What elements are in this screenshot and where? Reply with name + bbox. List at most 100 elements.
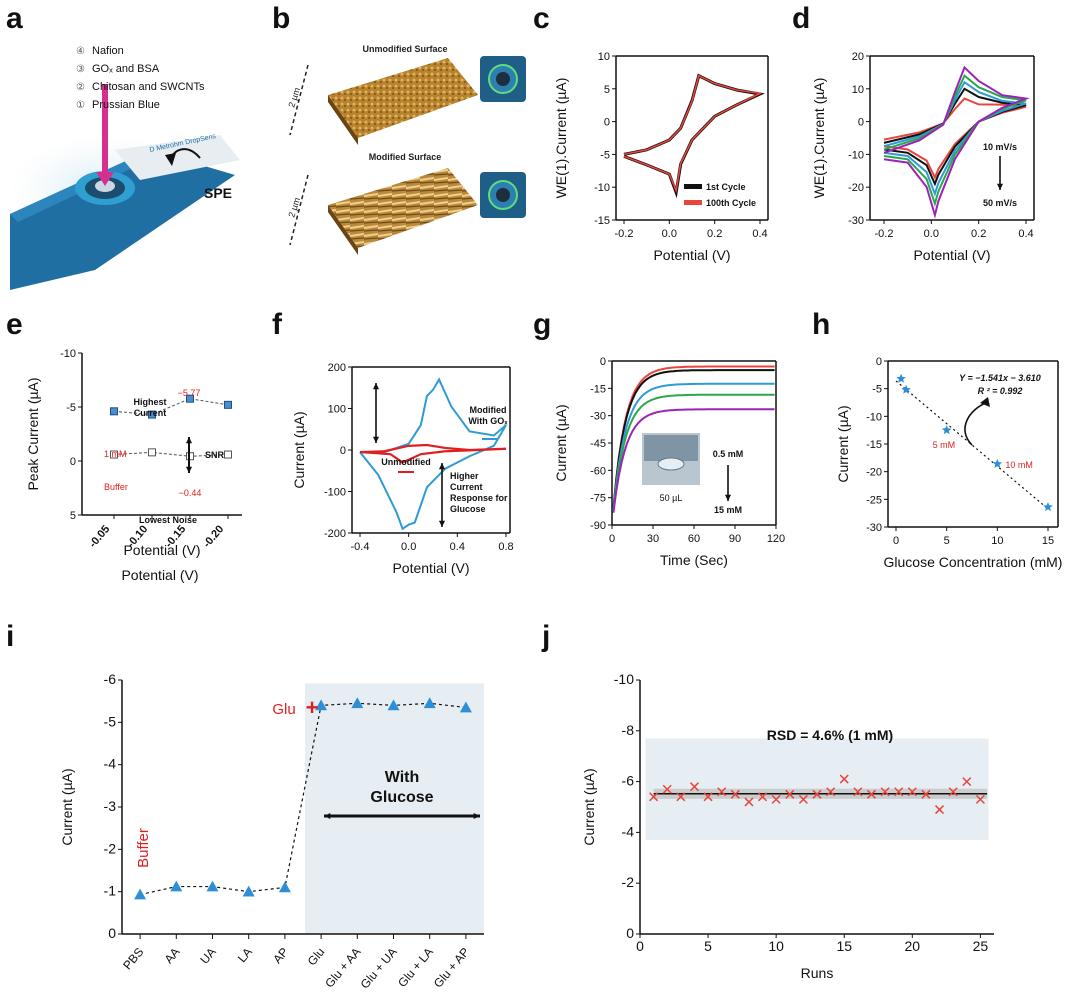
marker-stroke (730, 789, 740, 799)
chart-j: 0 -2 -4 -6 -8 -10 0 5 10 15 20 25 Runs Current (µA) RS… (581, 671, 994, 981)
buffer-label: Buffer (104, 482, 128, 492)
marker-stroke (717, 787, 727, 797)
series-line-2 (113, 451, 229, 457)
y-tick-label: 0 (604, 117, 610, 129)
selectivity-point (134, 888, 147, 900)
concentration-arrow (724, 465, 732, 501)
y-tick-label: -45 (590, 438, 606, 450)
scan-rate-arrow (996, 156, 1004, 190)
layer-legend: ④ Nafion ③ GOₓ and BSA ② Chitosan and SW… (76, 45, 205, 111)
marker-stroke (744, 797, 754, 807)
legend-swatch (684, 200, 702, 205)
y-tick-label: -6 (622, 773, 635, 789)
repeatability-point (703, 792, 713, 802)
linear-fit-line (895, 380, 1049, 510)
unmodified-label: Unmodified (381, 457, 431, 467)
y-tick-label: -15 (594, 215, 610, 227)
glucose-range-arrow (324, 812, 480, 820)
y-axis-title: Current (µA) (553, 404, 569, 481)
y-tick-label: -2 (104, 840, 117, 856)
repeatability-point (866, 789, 876, 799)
repeatability-point (948, 787, 958, 797)
marker-stroke (853, 787, 863, 797)
x-tick-label: AP (270, 945, 291, 966)
x-tick-label: 0 (609, 533, 615, 545)
y-axis-title: WE(1).Current (µA) (553, 78, 569, 199)
marker-stroke (962, 777, 972, 787)
y-tick-label: -10 (866, 411, 882, 423)
x-tick-label: 5 (704, 938, 712, 954)
panel-label-b: b (272, 2, 291, 35)
y-tick-label: -100 (324, 487, 346, 499)
point-label-5mm: 5 mM (933, 440, 956, 450)
cv-scan-rate-1 (883, 97, 1027, 180)
y-tick-label: -30 (848, 215, 864, 227)
highest-current-label: Highest Current (133, 397, 166, 418)
selectivity-point (206, 880, 219, 892)
x-tick-label: 0.0 (401, 541, 416, 553)
y-tick-label: 10 (598, 51, 610, 63)
y-tick-label: -10 (848, 149, 864, 161)
x-tick-label: Glu (305, 945, 328, 968)
repeatability-point (907, 787, 917, 797)
y-tick-label: 10 (852, 84, 864, 96)
legend-entry: 1st Cycle (706, 182, 746, 192)
x-tick-label: -0.4 (351, 541, 370, 553)
rsd-label: RSD = 4.6% (1 mM) (767, 727, 893, 743)
y-tick-label: 5 (604, 84, 610, 96)
y-tick-label: -4 (622, 823, 635, 839)
chronoamperometry-trace-3 (612, 382, 775, 511)
panel-label-e: e (6, 308, 23, 341)
y-axis-title: WE(1).Current (µA) (811, 78, 827, 199)
scan-rate-bottom-label: 50 mV/s (983, 198, 1017, 208)
y-tick-label: -30 (866, 522, 882, 534)
x-tick-label: -0.2 (615, 228, 634, 240)
y-tick-label: 0 (876, 356, 882, 368)
equation-pointer-head (980, 397, 990, 407)
y-tick-label: 0 (70, 456, 76, 468)
glucose-label: Glucose (370, 789, 433, 806)
x-axis-title: Potential (V) (392, 560, 469, 576)
x-tick-label: 0.2 (971, 228, 986, 240)
x-axis-title: Potential (V) (913, 247, 990, 263)
x-tick-label: 0.4 (752, 228, 767, 240)
unmodified-surface-title: Unmodified Surface (362, 44, 447, 54)
data-point (110, 407, 118, 416)
marker-stroke (975, 794, 985, 804)
data-point (224, 400, 232, 409)
x-tick-label: 0.2 (707, 228, 722, 240)
y-tick-label: 0 (626, 925, 634, 941)
modified-surface-title: Modified Surface (369, 152, 442, 162)
y-tick-label: -6 (104, 671, 117, 687)
chronoamperometry-trace-5 (612, 408, 775, 513)
layer-arrow-head (96, 172, 114, 186)
panel-label-d: d (792, 2, 811, 35)
x-tick-label: 90 (729, 533, 741, 545)
marker-stroke (703, 792, 713, 802)
concentration-top-label: 0.5 mM (713, 449, 744, 459)
highest-value-label: −5.77 (178, 388, 201, 398)
calibration-point (941, 425, 952, 435)
calibration-point (1043, 502, 1053, 512)
y-axis-title: Current (µA) (291, 411, 307, 488)
x-tick-label: 120 (767, 533, 785, 545)
panel-label-c: c (533, 2, 550, 35)
unmodified-electrode-trace (359, 443, 507, 464)
repeatability-point (798, 794, 808, 804)
layer-number-1: ① (76, 100, 85, 111)
panel-label-g: g (533, 308, 552, 341)
marker-stroke (758, 792, 768, 802)
marker-stroke (880, 787, 890, 797)
arrow-head (438, 520, 446, 527)
repeatability-point (839, 774, 849, 784)
x-tick-label: 25 (973, 938, 989, 954)
x-axis-title: Potential (V) (121, 567, 198, 583)
repeatability-point (689, 782, 699, 792)
y-tick-label: 0 (858, 117, 864, 129)
y-tick-label: -1 (104, 883, 117, 899)
x-axis-title: Potential (V) (653, 247, 730, 263)
x-tick-label: PBS (120, 945, 146, 972)
repeatability-point (894, 787, 904, 797)
glucose-region-shading (305, 683, 484, 934)
